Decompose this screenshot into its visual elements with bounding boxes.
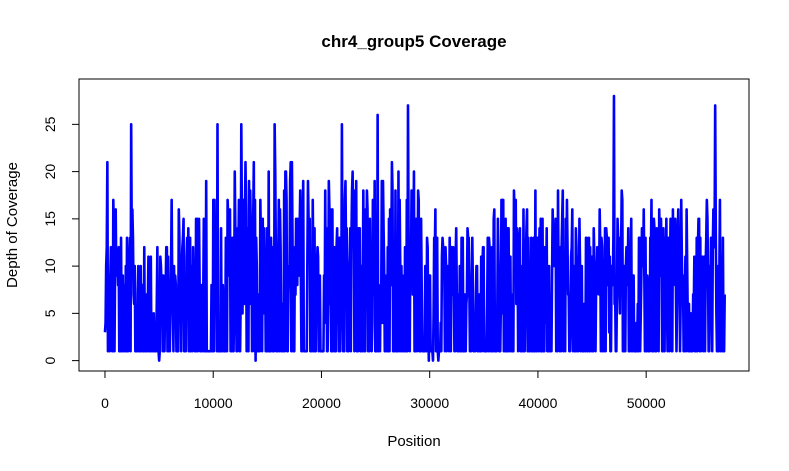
x-tick-label: 20000 (302, 395, 341, 411)
y-axis-label: Depth of Coverage (4, 162, 21, 288)
y-tick-label: 15 (42, 211, 58, 227)
y-tick-label: 20 (42, 164, 58, 180)
coverage-series (103, 94, 726, 362)
x-axis-label: Position (387, 433, 440, 450)
y-tick-label: 5 (42, 309, 58, 317)
y-axis: 0 5 10 15 20 25 (42, 116, 80, 365)
coverage-line (103, 94, 726, 362)
x-axis: 0 10000 20000 30000 40000 50000 (101, 370, 666, 411)
x-tick-label: 50000 (627, 395, 666, 411)
x-tick-label: 30000 (410, 395, 449, 411)
x-tick-label: 40000 (518, 395, 557, 411)
x-tick-label: 10000 (194, 395, 233, 411)
y-tick-label: 0 (42, 357, 58, 365)
chart-title: chr4_group5 Coverage (321, 32, 506, 51)
y-tick-label: 25 (42, 116, 58, 132)
x-tick-label: 0 (101, 395, 109, 411)
y-tick-label: 10 (42, 258, 58, 274)
